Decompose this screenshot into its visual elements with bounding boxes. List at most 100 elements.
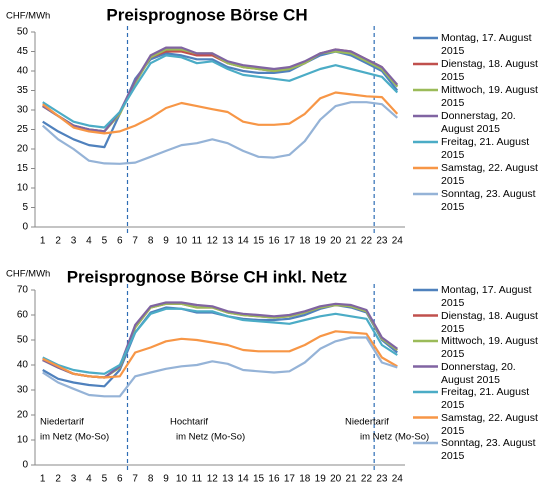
legend-label: Montag, 17. August 2015	[441, 32, 532, 57]
legend-label: Samstag, 22. August 2015	[441, 162, 538, 187]
legend-label: Dienstag, 18. August 2015	[441, 58, 538, 83]
x-tick-label: 2	[55, 474, 61, 485]
x-tick-label: 4	[86, 236, 92, 247]
x-tick-label: 1	[40, 236, 46, 247]
y-tick-label: 50	[17, 335, 29, 346]
legend-label: Freitag, 21. August 2015	[441, 136, 530, 161]
y-tick-label: 40	[17, 360, 29, 371]
x-tick-label: 16	[268, 236, 280, 247]
chart-title: Preisprognose Börse CH inkl. Netz	[67, 267, 348, 286]
legend-label: Sonntag, 23. August 2015	[441, 188, 536, 213]
x-tick-label: 15	[253, 236, 265, 247]
x-tick-label: 20	[330, 474, 342, 485]
x-tick-label: 21	[345, 474, 357, 485]
x-tick-label: 10	[176, 474, 188, 485]
series-line	[42, 307, 398, 375]
x-tick-label: 20	[330, 236, 342, 247]
x-tick-label: 19	[315, 236, 327, 247]
y-tick-label: 20	[17, 410, 29, 421]
x-tick-label: 4	[86, 474, 92, 485]
series-line	[42, 48, 399, 133]
x-tick-label: 9	[163, 236, 169, 247]
legend-label: Donnerstag, 20. August 2015	[441, 110, 516, 135]
y-tick-label: 10	[17, 435, 29, 446]
legend-label: Samstag, 22. August 2015	[441, 411, 538, 437]
legend-label: Mittwoch, 19. August 2015	[441, 335, 538, 360]
y-tick-label: 15	[17, 163, 29, 174]
x-tick-label: 3	[71, 236, 77, 247]
chart-title: Preisprognose Börse CH	[106, 5, 307, 24]
x-tick-label: 11	[192, 236, 203, 247]
series-line	[42, 330, 398, 379]
x-tick-label: 16	[268, 474, 280, 485]
y-tick-label: 60	[17, 310, 29, 321]
x-tick-label: 22	[361, 236, 373, 247]
x-tick-label: 14	[238, 236, 250, 247]
x-tick-label: 21	[345, 236, 357, 247]
annotation: im Netz (Mo-So)	[176, 432, 245, 443]
x-tick-label: 8	[148, 474, 154, 485]
x-tick-label: 2	[55, 236, 61, 247]
series-line	[42, 54, 399, 129]
series-line	[42, 46, 399, 133]
x-tick-label: 13	[222, 474, 234, 485]
x-tick-label: 11	[192, 474, 203, 485]
y-tick-label: 70	[17, 285, 29, 296]
series-line	[42, 91, 399, 135]
y-axis-label: CHF/MWh	[6, 269, 50, 280]
y-tick-label: 30	[17, 385, 29, 396]
series-line	[42, 48, 399, 133]
y-tick-label: 25	[17, 124, 29, 135]
y-tick-label: 5	[22, 202, 28, 213]
x-tick-label: 10	[176, 236, 188, 247]
x-tick-label: 5	[102, 474, 108, 485]
series-line	[42, 336, 398, 398]
legend-label: Dienstag, 18. August 2015	[441, 309, 538, 335]
annotation: im Netz (Mo-So)	[360, 432, 429, 443]
y-axis-label: CHF/MWh	[6, 11, 50, 22]
y-tick-label: 20	[17, 144, 29, 155]
y-tick-label: 35	[17, 85, 29, 96]
y-tick-label: 45	[17, 46, 29, 57]
legend-label: Mittwoch, 19. August 2015	[441, 84, 538, 109]
annotation: Niedertarif	[345, 417, 389, 428]
annotation: Hochtarif	[170, 417, 208, 428]
x-tick-label: 6	[117, 474, 123, 485]
series-line	[41, 101, 399, 165]
x-tick-label: 18	[299, 236, 311, 247]
x-tick-label: 23	[376, 474, 388, 485]
legend-label: Sonntag, 23. August 2015	[441, 437, 536, 462]
y-tick-label: 0	[22, 460, 28, 471]
x-tick-label: 14	[238, 474, 250, 485]
x-tick-label: 9	[163, 474, 169, 485]
legend-label: Donnerstag, 20. August 2015	[441, 360, 516, 386]
y-tick-label: 0	[22, 222, 28, 233]
x-tick-label: 18	[299, 474, 311, 485]
y-tick-label: 30	[17, 105, 29, 116]
x-tick-label: 17	[284, 236, 296, 247]
y-tick-label: 40	[17, 66, 29, 77]
legend-label: Freitag, 21. August 2015	[441, 386, 530, 411]
x-tick-label: 22	[361, 474, 373, 485]
x-tick-label: 24	[392, 236, 404, 247]
x-tick-label: 1	[40, 474, 46, 485]
x-tick-label: 12	[207, 474, 219, 485]
x-tick-label: 17	[284, 474, 296, 485]
x-tick-label: 7	[132, 474, 138, 485]
x-tick-label: 23	[376, 236, 388, 247]
x-tick-label: 24	[392, 474, 404, 485]
x-tick-label: 7	[132, 236, 138, 247]
x-tick-label: 8	[148, 236, 154, 247]
x-tick-label: 3	[71, 474, 77, 485]
y-tick-label: 10	[17, 183, 29, 194]
y-tick-label: 50	[17, 27, 29, 38]
legend-label: Montag, 17. August 2015	[441, 284, 532, 309]
x-tick-label: 12	[207, 236, 219, 247]
x-tick-label: 5	[102, 236, 108, 247]
x-tick-label: 6	[117, 236, 123, 247]
x-tick-label: 15	[253, 474, 265, 485]
x-tick-label: 19	[315, 474, 327, 485]
annotation: im Netz (Mo-So)	[40, 432, 109, 443]
